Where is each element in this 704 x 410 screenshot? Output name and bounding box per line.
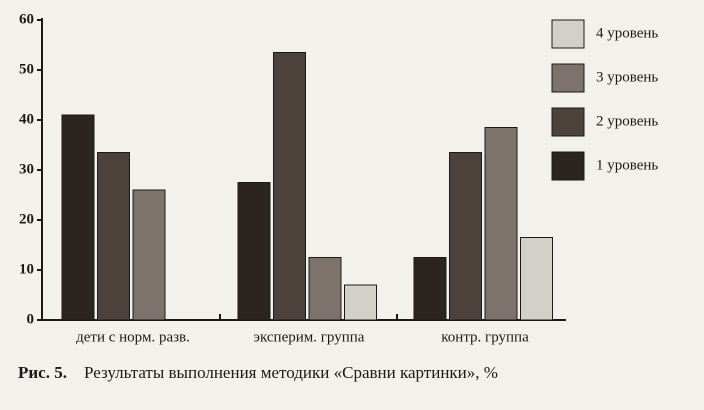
bar: [413, 257, 447, 321]
bar: [61, 114, 95, 321]
y-tick-label: 30: [19, 161, 34, 177]
x-tick-label: контр. группа: [441, 329, 529, 345]
bar: [484, 127, 518, 321]
y-tick-label: 60: [19, 11, 34, 27]
bar: [97, 152, 130, 321]
y-tick-label: 50: [19, 61, 34, 77]
caption-label: Рис. 5.: [18, 363, 67, 382]
x-tick-label: эксперим. группа: [254, 329, 365, 345]
bar: [237, 182, 271, 321]
y-tick-label: 40: [19, 111, 34, 127]
legend-label: 1 уровень: [596, 157, 658, 173]
bar: [449, 152, 482, 321]
y-tick-label: 20: [19, 211, 34, 227]
bar: [520, 237, 553, 321]
bar: [273, 52, 306, 321]
bar: [132, 189, 166, 321]
x-tick-label: дети с норм. разв.: [76, 329, 190, 345]
bar: [344, 284, 377, 321]
bar: [308, 257, 342, 321]
legend-swatch: [551, 151, 585, 181]
y-tick-label: 0: [27, 311, 35, 327]
legend-label: 2 уровень: [596, 113, 658, 129]
legend-label: 4 уровень: [596, 25, 658, 41]
legend-swatch: [551, 107, 585, 137]
y-tick-label: 10: [19, 261, 34, 277]
legend-swatch: [551, 19, 585, 49]
legend-swatch: [551, 63, 585, 93]
caption: Результаты выполнения методики «Сравни к…: [84, 363, 498, 382]
legend-label: 3 уровень: [596, 69, 658, 85]
